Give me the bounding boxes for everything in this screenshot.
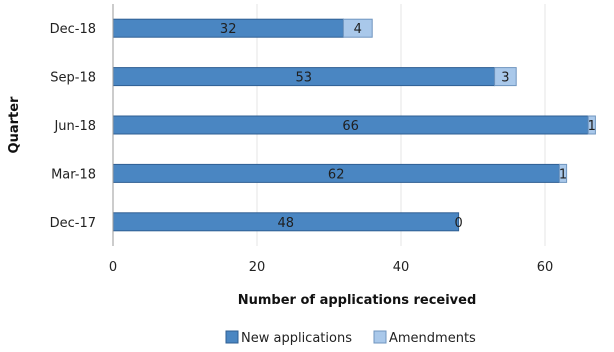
x-tick-labels: 0 20 40 60	[109, 260, 553, 275]
y-axis-title: Quarter	[7, 96, 22, 154]
y-tick-label-mar-18: Mar-18	[51, 167, 96, 182]
legend-swatch-new-applications	[225, 330, 239, 344]
data-label-amendments-jun-18: 1	[588, 119, 596, 134]
data-label-new-applications-jun-18: 66	[342, 119, 359, 134]
legend-label-new-applications: New applications	[241, 331, 352, 346]
x-tick-label-60: 60	[537, 260, 554, 275]
y-tick-label-sep-18: Sep-18	[50, 71, 96, 86]
x-tick-label-20: 20	[249, 260, 266, 275]
data-label-new-applications-dec-18: 32	[220, 22, 237, 37]
y-tick-label-dec-17: Dec-17	[50, 216, 96, 231]
y-tick-label-dec-18: Dec-18	[50, 22, 96, 37]
data-label-new-applications-sep-18: 53	[296, 71, 313, 86]
x-tick-label-0: 0	[109, 260, 117, 275]
bar-amendments-jun-18	[587, 115, 596, 135]
data-label-amendments-dec-18: 4	[354, 22, 362, 37]
bar-amendments-mar-18	[558, 163, 568, 183]
bar-amendments-dec-18	[342, 18, 373, 38]
data-label-amendments-dec-17: 0	[454, 216, 462, 231]
x-tick-label-40: 40	[393, 260, 410, 275]
data-label-amendments-mar-18: 1	[559, 167, 567, 182]
legend-swatch-amendments	[373, 330, 387, 344]
data-label-amendments-sep-18: 3	[501, 71, 509, 86]
data-label-new-applications-dec-17: 48	[278, 216, 295, 231]
y-tick-labels: Dec-17 Mar-18 Jun-18 Sep-18 Dec-18	[50, 22, 96, 231]
data-labels: 48 0 62 1 66 1 53 3 32 4	[220, 22, 596, 231]
legend: New applications Amendments	[225, 330, 476, 346]
legend-label-amendments: Amendments	[389, 331, 476, 346]
y-tick-label-jun-18: Jun-18	[53, 119, 96, 134]
x-axis-title: Number of applications received	[238, 293, 477, 308]
bar-amendments-sep-18	[494, 67, 517, 87]
data-label-new-applications-mar-18: 62	[328, 167, 345, 182]
